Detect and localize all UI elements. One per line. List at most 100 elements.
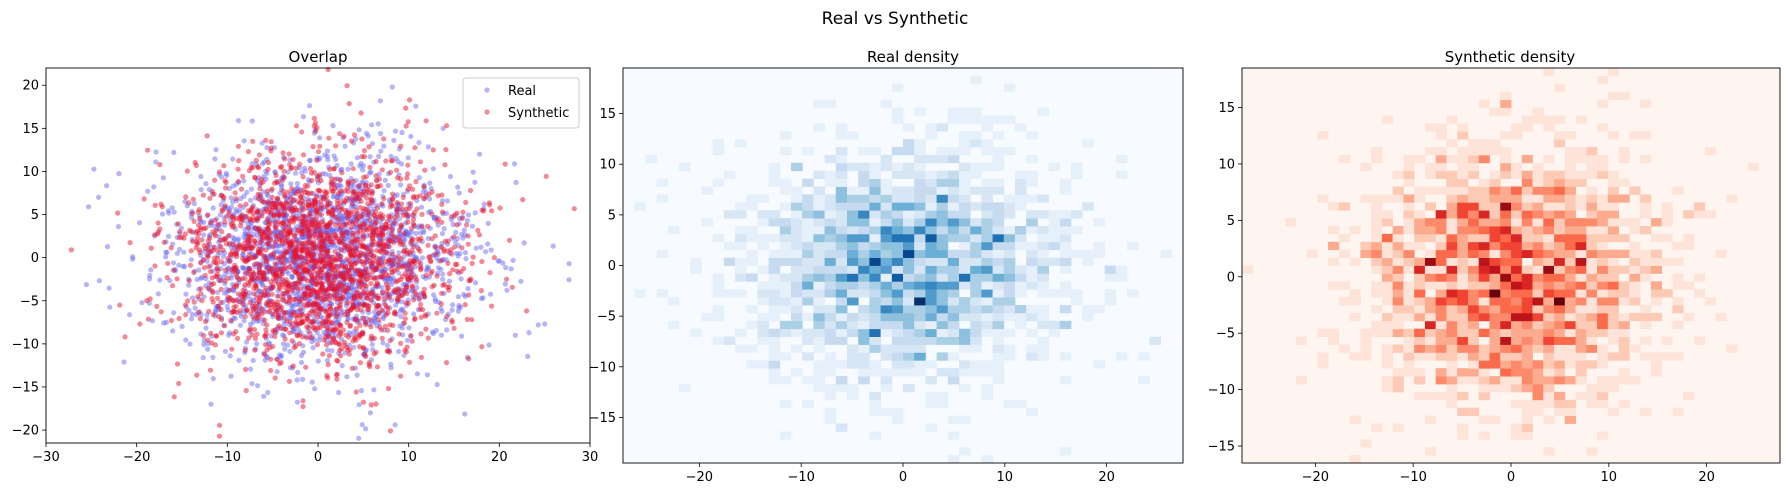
scatter-point-real xyxy=(521,240,527,246)
heatmap-cell xyxy=(813,297,825,306)
scatter-point-real xyxy=(399,306,405,312)
heatmap-cell xyxy=(947,368,960,377)
scatter-point-synthetic xyxy=(253,253,259,260)
scatter-point-synthetic xyxy=(325,327,331,333)
scatter-point-synthetic xyxy=(299,129,305,135)
scatter-point-real xyxy=(299,170,305,176)
scatter-point-synthetic xyxy=(213,260,219,266)
scatter-point-real xyxy=(183,291,189,297)
heatmap-cell xyxy=(981,139,993,148)
heatmap-cell xyxy=(981,194,993,203)
scatter-point-synthetic xyxy=(324,204,330,210)
heatmap-cell xyxy=(802,257,814,266)
scatter-point-synthetic xyxy=(405,162,411,168)
heatmap-cell xyxy=(891,407,904,416)
heatmap-cell xyxy=(992,265,1005,274)
heatmap-cell xyxy=(880,376,893,385)
scatter-point-synthetic xyxy=(299,222,305,228)
heatmap-cell xyxy=(757,336,769,345)
scatter-point-real xyxy=(348,161,354,167)
heatmap-cell xyxy=(858,281,870,290)
scatter-point-synthetic xyxy=(226,298,232,304)
heatmap-cell xyxy=(947,320,960,330)
scatter-point-synthetic xyxy=(312,327,318,333)
heatmap-cell xyxy=(858,233,870,243)
heatmap-cell xyxy=(1048,233,1061,243)
scatter-point-real xyxy=(418,204,425,210)
heatmap-cell xyxy=(891,328,904,337)
scatter-point-synthetic xyxy=(366,190,372,196)
scatter-point-synthetic xyxy=(263,327,269,333)
scatter-point-real xyxy=(502,281,508,287)
heatmap-cell xyxy=(1026,257,1038,266)
heatmap-cell xyxy=(813,336,825,345)
scatter-point-synthetic xyxy=(324,224,330,230)
heatmap-cell xyxy=(802,376,814,385)
scatter-point-real xyxy=(420,189,426,195)
heatmap-cell xyxy=(835,154,848,164)
scatter-point-synthetic xyxy=(268,356,274,362)
scatter-point-real xyxy=(419,255,426,261)
scatter-point-synthetic xyxy=(384,250,390,256)
scatter-point-synthetic xyxy=(332,257,339,263)
heatmap-cell xyxy=(914,257,926,266)
scatter-point-synthetic xyxy=(255,164,261,170)
heatmap-cell xyxy=(1317,352,1329,361)
scatter-point-real xyxy=(198,187,204,193)
scatter-point-synthetic xyxy=(246,168,252,174)
heatmap-cell xyxy=(914,336,926,345)
scatter-point-synthetic xyxy=(289,288,295,294)
scatter-point-synthetic xyxy=(398,373,404,379)
scatter-point-synthetic xyxy=(217,237,223,243)
scatter-point-synthetic xyxy=(194,241,200,247)
scatter-point-synthetic xyxy=(396,227,402,233)
scatter-point-synthetic xyxy=(425,335,431,341)
scatter-point-real xyxy=(201,341,207,348)
heatmap-cell xyxy=(970,368,982,377)
scatter-point-synthetic xyxy=(311,115,317,121)
heatmap-cell xyxy=(1026,194,1038,203)
heatmap-cell xyxy=(746,226,758,235)
scatter-point-synthetic xyxy=(265,166,271,172)
scatter-point-real xyxy=(485,220,491,226)
scatter-point-synthetic xyxy=(237,214,243,220)
scatter-point-synthetic xyxy=(413,179,419,185)
scatter-point-synthetic xyxy=(291,207,297,213)
scatter-point-synthetic xyxy=(276,219,282,225)
heatmap-cell xyxy=(1360,344,1372,353)
scatter-point-real xyxy=(535,322,541,328)
scatter-point-synthetic xyxy=(403,105,409,111)
heatmap-cell xyxy=(981,162,993,172)
scatter-point-synthetic xyxy=(191,269,197,276)
heatmap-cell xyxy=(1059,226,1072,235)
heatmap-cell xyxy=(914,147,926,156)
scatter-point-real xyxy=(438,305,444,311)
heatmap-cell xyxy=(1048,328,1061,337)
heatmap-cell xyxy=(1381,210,1394,219)
heatmap-cell xyxy=(1392,312,1404,322)
scatter-point-synthetic xyxy=(299,247,305,253)
scatter-point-synthetic xyxy=(395,277,401,284)
scatter-point-synthetic xyxy=(198,260,204,266)
scatter-point-synthetic xyxy=(198,291,204,297)
heatmap-cell xyxy=(903,281,915,290)
real-density-heatmap xyxy=(623,68,1183,464)
scatter-point-synthetic xyxy=(310,233,316,239)
scatter-point-synthetic xyxy=(319,232,325,238)
heatmap-cell xyxy=(880,249,893,258)
heatmap-cell xyxy=(925,305,937,314)
scatter-point-real xyxy=(249,118,255,124)
heatmap-cell xyxy=(959,344,971,353)
scatter-point-synthetic xyxy=(252,347,258,353)
scatter-point-synthetic xyxy=(210,247,216,253)
heatmap-cell xyxy=(869,265,881,274)
heatmap-cell xyxy=(992,186,1005,195)
scatter-point-synthetic xyxy=(299,229,305,235)
scatter-point-synthetic xyxy=(418,314,424,320)
scatter-point-synthetic xyxy=(224,213,230,219)
heatmap-cell xyxy=(959,162,971,172)
scatter-point-synthetic xyxy=(157,226,163,232)
scatter-point-real xyxy=(511,161,518,167)
scatter-point-synthetic xyxy=(289,186,295,192)
